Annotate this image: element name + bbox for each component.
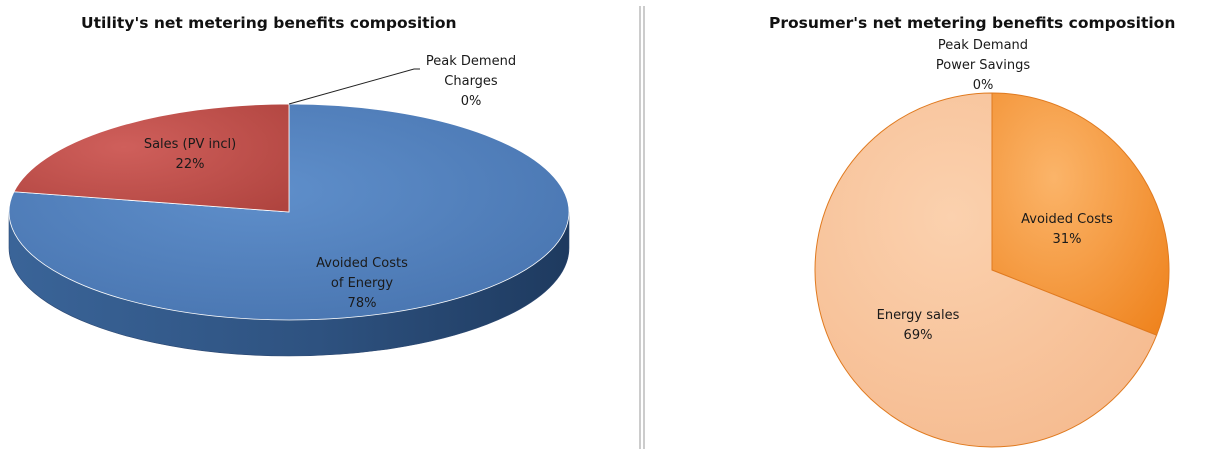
data-label-peak-demand-power-savings: Peak Demand Power Savings 0%	[936, 38, 1030, 93]
pie-slice-energy-sales	[814, 92, 1158, 448]
pie-slice-avoided-costs	[991, 92, 1170, 336]
pie-chart-1-labels: Avoided Costs of Energy 78% Sales (PV incl)…	[144, 54, 516, 311]
data-label-energy-sales: Energy sales 69%	[877, 308, 960, 343]
data-label-peak-demend-charges: Peak Demend Charges 0%	[426, 54, 516, 109]
pie-chart-2-labels: Avoided Costs 31% Energy sales 69% Peak Dema…	[877, 38, 1113, 343]
pie-slice-sales-pv-incl	[13, 103, 290, 213]
chart-title: Prosumer's net metering benefits composi…	[769, 14, 1175, 32]
leader-line	[288, 68, 420, 105]
pie-chart-1	[8, 103, 570, 357]
data-label-sales-pv-incl: Sales (PV incl) 22%	[144, 137, 236, 172]
pie-slice-avoided-costs-of-energy	[8, 103, 570, 321]
data-label-avoided-costs-of-energy: Avoided Costs of Energy 78%	[316, 256, 408, 311]
data-label-avoided-costs: Avoided Costs 31%	[1021, 212, 1113, 247]
chart-title: Utility's net metering benefits composit…	[81, 14, 457, 32]
pie-chart-2	[814, 92, 1170, 448]
